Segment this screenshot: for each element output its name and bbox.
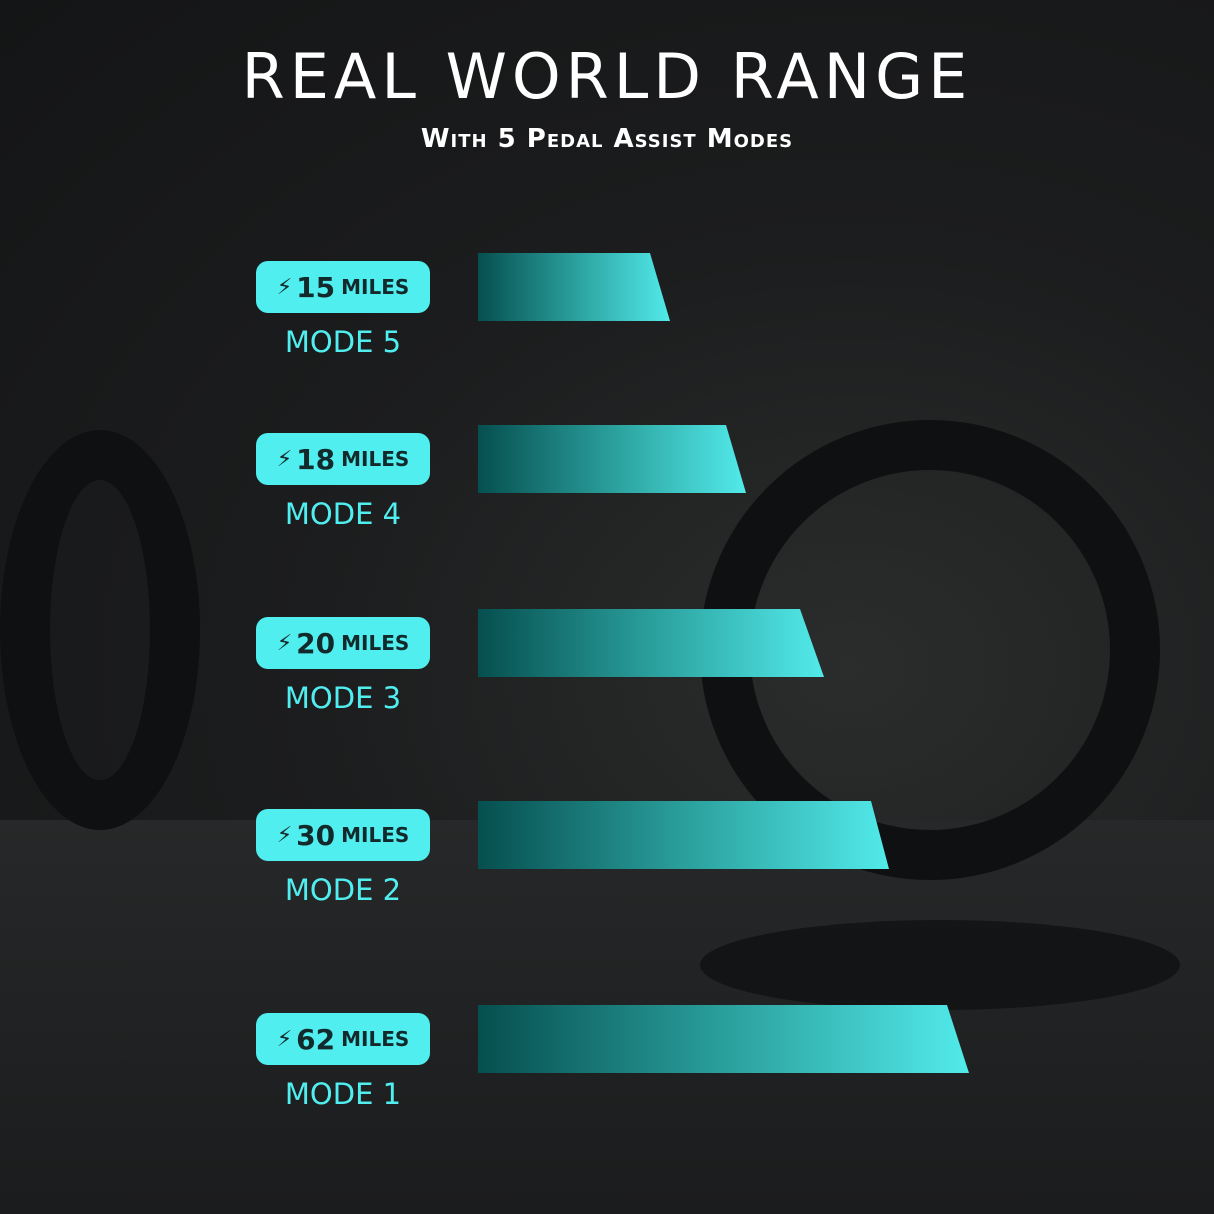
- category-label: MODE 4: [284, 497, 402, 531]
- data-label-value: 20: [296, 626, 336, 660]
- data-label-unit: MILES: [341, 1027, 410, 1051]
- bar-row: ⚡︎ 15 MILES MODE 5: [0, 253, 1000, 391]
- data-label-unit: MILES: [341, 275, 410, 299]
- lightning-bolt-icon: ⚡︎: [276, 630, 293, 656]
- bar: [478, 609, 824, 677]
- range-label: ⚡︎ 18 MILES: [256, 433, 430, 485]
- range-label: ⚡︎ 20 MILES: [256, 617, 430, 669]
- data-label-value: 30: [296, 818, 336, 852]
- category-label: MODE 5: [284, 325, 402, 359]
- lightning-bolt-icon: ⚡︎: [276, 822, 293, 848]
- range-label: ⚡︎ 62 MILES: [256, 1013, 430, 1065]
- data-label-unit: MILES: [341, 631, 410, 655]
- range-label: ⚡︎ 15 MILES: [256, 261, 430, 313]
- lightning-bolt-icon: ⚡︎: [276, 446, 293, 472]
- data-label-unit: MILES: [341, 823, 410, 847]
- bar-row: ⚡︎ 62 MILES MODE 1: [0, 1005, 1000, 1143]
- data-label-value: 18: [296, 442, 336, 476]
- bar: [478, 425, 746, 493]
- lightning-bolt-icon: ⚡︎: [276, 1026, 293, 1052]
- bar: [478, 1005, 969, 1073]
- category-label: MODE 2: [284, 873, 402, 907]
- bar-row: ⚡︎ 18 MILES MODE 4: [0, 425, 1000, 563]
- chart-title: REAL WORLD RANGE: [241, 40, 973, 113]
- bar-row: ⚡︎ 20 MILES MODE 3: [0, 609, 1000, 747]
- chart-subtitle: With 5 Pedal Assist Modes: [420, 124, 794, 154]
- data-label-unit: MILES: [341, 447, 410, 471]
- range-label: ⚡︎ 30 MILES: [256, 809, 430, 861]
- data-label-value: 15: [296, 270, 336, 304]
- category-label: MODE 3: [284, 681, 402, 715]
- bar-row: ⚡︎ 30 MILES MODE 2: [0, 801, 1000, 939]
- lightning-bolt-icon: ⚡︎: [276, 274, 293, 300]
- data-label-value: 62: [296, 1022, 336, 1056]
- bar: [478, 253, 670, 321]
- category-label: MODE 1: [284, 1077, 402, 1111]
- bar: [478, 801, 889, 869]
- background-shadow: [700, 920, 1180, 1010]
